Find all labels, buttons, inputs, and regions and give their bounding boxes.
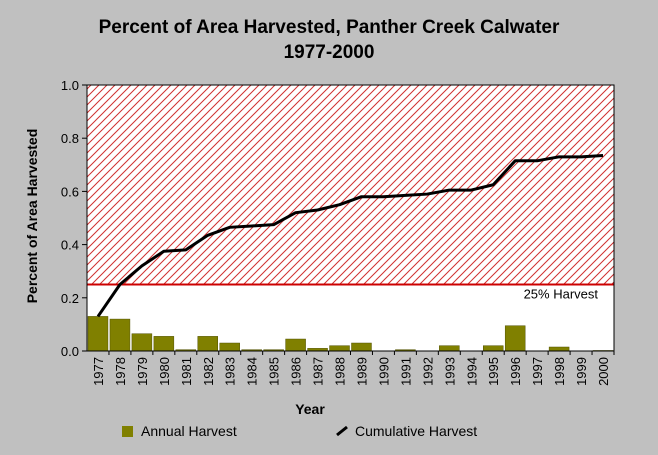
- x-tick-label: 1985: [267, 357, 282, 386]
- bar-1979: [131, 333, 153, 352]
- bar-1983: [219, 342, 240, 352]
- y-tick-label: 0.6: [61, 184, 79, 199]
- y-tick-label: 0.4: [61, 238, 79, 253]
- y-axis-title: Percent of Area Harvested: [24, 129, 40, 304]
- y-tick-label: 0.2: [61, 291, 79, 306]
- threshold-label: 25% Harvest: [524, 287, 599, 302]
- y-tick-label: 1.0: [61, 78, 79, 93]
- x-tick-label: 1997: [530, 357, 545, 386]
- bar-1982: [197, 336, 219, 352]
- x-tick-label: 1996: [508, 357, 523, 386]
- y-tick-label: 0.8: [61, 131, 79, 146]
- x-axis-title: Year: [295, 401, 325, 417]
- x-tick-label: 1982: [201, 357, 216, 386]
- legend-cumulative-harvest-label: Cumulative Harvest: [355, 423, 478, 439]
- legend-cumulative-harvest: Cumulative Harvest: [335, 423, 477, 439]
- x-tick-label: 1983: [223, 357, 238, 386]
- x-tick-label: 1995: [486, 357, 501, 386]
- bar-1980: [153, 336, 175, 352]
- x-tick-label: 1989: [354, 357, 369, 386]
- bar-1989: [351, 342, 372, 352]
- x-tick-label: 1977: [91, 357, 106, 386]
- x-tick-label: 1984: [245, 357, 260, 386]
- x-tick-label: 1986: [289, 357, 304, 386]
- x-tick-label: 1991: [398, 357, 413, 386]
- legend-cumulative-harvest-swatch: [336, 425, 348, 437]
- bar-1996: [504, 325, 526, 352]
- x-tick-label: 1999: [574, 357, 589, 386]
- y-axis: 0.0 0.2 0.4 0.6 0.8 1.0: [61, 78, 87, 359]
- chart-subtitle: 1977-2000: [283, 42, 375, 63]
- x-tick-label: 1994: [464, 357, 479, 386]
- legend-annual-harvest: Annual Harvest: [122, 423, 237, 439]
- bar-1978: [109, 318, 131, 352]
- x-tick-label: 2000: [596, 357, 611, 386]
- legend-annual-harvest-swatch: [122, 425, 133, 437]
- cumulative-harvest-line: [96, 153, 604, 318]
- bar-1998: [548, 346, 570, 352]
- bar-1977: [87, 316, 109, 352]
- bar-1995: [483, 345, 504, 352]
- x-tick-label: 1979: [135, 357, 150, 386]
- x-tick-label: 1988: [333, 357, 348, 386]
- x-tick-label: 1987: [311, 357, 326, 386]
- x-tick-label: 1981: [179, 357, 194, 386]
- x-tick-label: 1980: [157, 357, 172, 386]
- y-tick-label: 0.0: [61, 344, 79, 359]
- x-tick-label: 1990: [376, 357, 391, 386]
- bar-1988: [329, 345, 350, 352]
- x-tick-label: 1998: [552, 357, 567, 386]
- x-tick-label: 1978: [113, 357, 128, 386]
- bar-1986: [285, 338, 306, 352]
- x-tick-label: 1992: [420, 357, 435, 386]
- chart-title: Percent of Area Harvested, Panther Creek…: [98, 17, 560, 38]
- legend-annual-harvest-label: Annual Harvest: [141, 423, 237, 439]
- threshold-hatched-region: [87, 85, 614, 285]
- x-axis: 1977 1978 1979 1980 1981 1982 1983 1984 1985 1986…: [91, 351, 615, 386]
- bar-1993: [439, 345, 460, 352]
- x-tick-label: 1993: [442, 357, 457, 386]
